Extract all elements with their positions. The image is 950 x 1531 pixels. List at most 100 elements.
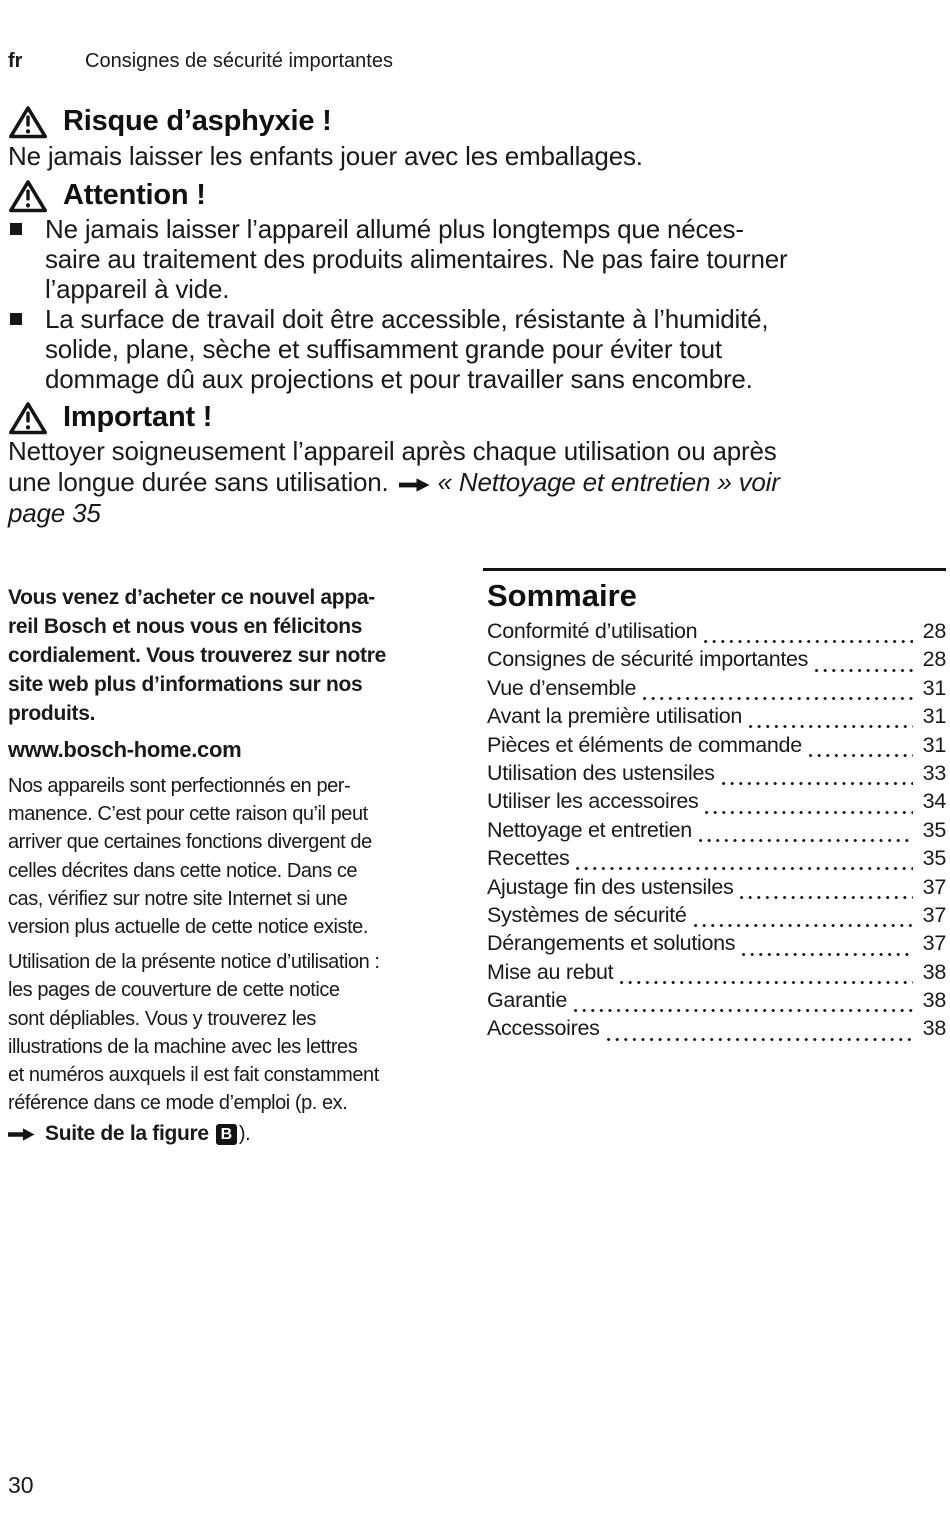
toc-entry: Accessoires 38 — [487, 1016, 946, 1044]
toc-entry-page: 37 — [922, 874, 947, 899]
toc-entry: Mise au rebut 38 — [487, 960, 946, 988]
toc-entry-label: Consignes de sécurité importantes — [487, 647, 809, 672]
important-warning-heading: Important ! — [8, 398, 946, 436]
language-code: fr — [8, 50, 23, 72]
chapter-title: Consignes de sécurité importantes — [85, 50, 393, 72]
page-number: 30 — [8, 1472, 34, 1498]
important-paragraph: Nettoyer soigneusement l’appareil après … — [8, 436, 946, 529]
dot-leader — [638, 676, 914, 704]
bullet-text-line: saire au traitement des produits aliment… — [45, 244, 788, 274]
toc-entry-page: 28 — [922, 619, 947, 643]
paragraph-line: une longue durée sans utilisation. « Nett… — [8, 467, 946, 498]
dot-leader — [744, 704, 914, 732]
toc-entry: Utiliser les accessoires 34 — [487, 789, 946, 817]
toc-entry-page: 35 — [922, 846, 947, 871]
dot-leader — [810, 647, 914, 675]
toc-entry-page: 31 — [922, 675, 947, 700]
dot-leader — [699, 619, 914, 647]
toc-entry-label: Utilisation des ustensiles — [487, 760, 715, 785]
list-item: La surface de travail doit être accessib… — [8, 304, 946, 394]
dot-leader — [615, 960, 914, 988]
toc-entry-label: Avant la première utilisation — [487, 704, 743, 729]
paragraph-line: les pages de couverture de cette notice — [8, 979, 340, 1002]
two-column-area: Vous venez d’acheter ce nouvel appa- rei… — [8, 563, 946, 1149]
toc-entry-page: 37 — [922, 931, 947, 956]
toc-entry: Nettoyage et entretien 35 — [487, 818, 946, 846]
toc-entry-label: Recettes — [487, 846, 570, 871]
paragraph-line: cas, vérifiez sur notre site Internet si… — [8, 887, 348, 910]
toc-entry: Ajustage fin des ustensiles 37 — [487, 875, 946, 903]
dot-leader — [571, 846, 914, 874]
toc-entry-page: 34 — [922, 789, 947, 814]
toc-entry-label: Nettoyage et entretien — [487, 817, 692, 842]
warning-triangle-icon — [9, 105, 47, 138]
toc-entry-page: 31 — [922, 732, 947, 757]
toc-column: Sommaire Conformité d’utilisation 28 Cons… — [483, 563, 946, 1045]
toc-entry-page: 31 — [922, 704, 947, 729]
warning-title: Important ! — [63, 400, 213, 433]
paragraph-line: site web plus d’informations sur nos — [8, 673, 363, 696]
safety-section: Risque d’asphyxie ! Ne jamais laisser le… — [8, 102, 946, 529]
toc-entry-label: Garantie — [487, 988, 568, 1013]
dot-leader — [737, 931, 914, 959]
toc-entry-page: 37 — [922, 902, 947, 927]
paragraph-line: sont dépliables. Vous y trouverez les — [8, 1007, 316, 1030]
toc-title: Sommaire — [487, 578, 637, 613]
website-url: www.bosch-home.com — [8, 737, 242, 762]
toc-entry-label: Vue d’ensemble — [487, 675, 637, 700]
toc-entry-label: Pièces et éléments de commande — [487, 732, 802, 757]
warning-triangle-icon — [9, 401, 47, 434]
attention-warning-heading: Attention ! — [8, 176, 946, 214]
paragraph-line: Nos appareils sont perfectionnés en per- — [8, 775, 351, 797]
cross-reference: « Nettoyage et entretien » voir — [437, 467, 780, 497]
dot-leader — [700, 789, 914, 817]
dot-leader — [602, 1016, 914, 1044]
warning-triangle-icon — [9, 179, 47, 212]
usage-paragraph: Utilisation de la présente notice d’util… — [8, 948, 463, 1117]
paragraph-line: Utilisation de la présente notice d’util… — [8, 951, 380, 974]
asphyxia-warning-heading: Risque d’asphyxie ! — [8, 102, 946, 140]
dot-leader — [735, 875, 914, 903]
bullet-text-line: solide, plane, sèche et suffisamment gra… — [45, 334, 722, 364]
toc-entry-label: Systèmes de sécurité — [487, 902, 687, 927]
toc-entry-label: Dérangements et solutions — [487, 931, 736, 956]
paragraph-line: version plus actuelle de cette notice ex… — [8, 916, 368, 939]
attention-bullet-list: Ne jamais laisser l’appareil allumé plus… — [8, 214, 946, 394]
toc-entry: Conformité d’utilisation 28 — [487, 619, 946, 647]
toc-entry: Pièces et éléments de commande 31 — [487, 733, 946, 761]
bullet-text-line: Ne jamais laisser l’appareil allumé plus… — [45, 214, 744, 244]
congratulations-paragraph: Vous venez d’acheter ce nouvel appa- rei… — [8, 583, 463, 728]
paragraph-line: Vous venez d’acheter ce nouvel appa- — [8, 586, 375, 609]
paragraph-line: produits. — [8, 702, 96, 725]
cross-reference-page: page 35 — [8, 498, 101, 528]
dot-leader — [804, 733, 914, 761]
updates-paragraph: Nos appareils sont perfectionnés en per-… — [8, 772, 463, 941]
list-item: Ne jamais laisser l’appareil allumé plus… — [8, 214, 946, 304]
toc-entry: Systèmes de sécurité 37 — [487, 903, 946, 931]
dot-leader — [569, 988, 914, 1016]
toc-entry: Recettes 35 — [487, 846, 946, 874]
paragraph-line: manence. C’est pour cette raison qu’il p… — [8, 803, 368, 826]
bullet-square-icon — [10, 313, 22, 325]
bullet-text-line: dommage dû aux projections et pour trava… — [45, 364, 753, 394]
toc-entry-label: Accessoires — [487, 1016, 600, 1041]
toc-entry: Utilisation des ustensiles 33 — [487, 761, 946, 789]
toc-entry: Avant la première utilisation 31 — [487, 704, 946, 732]
toc-entry-label: Mise au rebut — [487, 959, 614, 984]
toc-entry-label: Conformité d’utilisation — [487, 619, 698, 643]
toc-entry: Vue d’ensemble 31 — [487, 676, 946, 704]
bullet-square-icon — [10, 223, 22, 235]
bullet-text-line: La surface de travail doit être accessib… — [45, 304, 769, 334]
paragraph-line: illustrations de la machine avec les let… — [8, 1035, 358, 1058]
dot-leader — [689, 903, 914, 931]
arrow-right-icon — [8, 1128, 35, 1141]
dot-leader — [694, 818, 914, 846]
figure-letter-badge: B — [215, 1123, 237, 1145]
toc-entry: Garantie 38 — [487, 988, 946, 1016]
paragraph-line: arriver que certaines fonctions divergen… — [8, 831, 372, 854]
bullet-text-line: l’appareil à vide. — [45, 274, 230, 304]
arrow-right-icon — [398, 478, 430, 492]
toc-entry: Consignes de sécurité importantes 28 — [487, 647, 946, 675]
toc-entry-page: 33 — [922, 760, 947, 785]
